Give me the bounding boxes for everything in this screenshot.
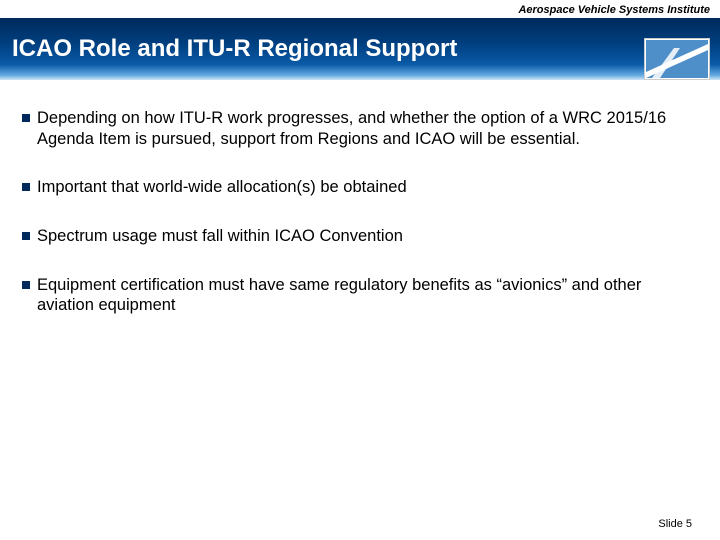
- bullet-marker-icon: [22, 232, 30, 240]
- bullet-item: Equipment certification must have same r…: [22, 275, 698, 316]
- bullet-text: Equipment certification must have same r…: [37, 275, 698, 316]
- bullet-item: Spectrum usage must fall within ICAO Con…: [22, 226, 698, 247]
- slide-number: Slide 5: [658, 518, 692, 530]
- content-area: Depending on how ITU-R work progresses, …: [0, 80, 720, 316]
- bullet-text: Depending on how ITU-R work progresses, …: [37, 108, 698, 149]
- bullet-marker-icon: [22, 183, 30, 191]
- title-bar: ICAO Role and ITU-R Regional Support: [0, 18, 720, 80]
- slide-title: ICAO Role and ITU-R Regional Support: [12, 35, 457, 63]
- bullet-item: Depending on how ITU-R work progresses, …: [22, 108, 698, 149]
- bullet-item: Important that world-wide allocation(s) …: [22, 177, 698, 198]
- organization-name: Aerospace Vehicle Systems Institute: [0, 0, 720, 18]
- bullet-text: Important that world-wide allocation(s) …: [37, 177, 698, 198]
- bullet-marker-icon: [22, 281, 30, 289]
- org-logo: [644, 38, 710, 80]
- bullet-marker-icon: [22, 114, 30, 122]
- bullet-text: Spectrum usage must fall within ICAO Con…: [37, 226, 698, 247]
